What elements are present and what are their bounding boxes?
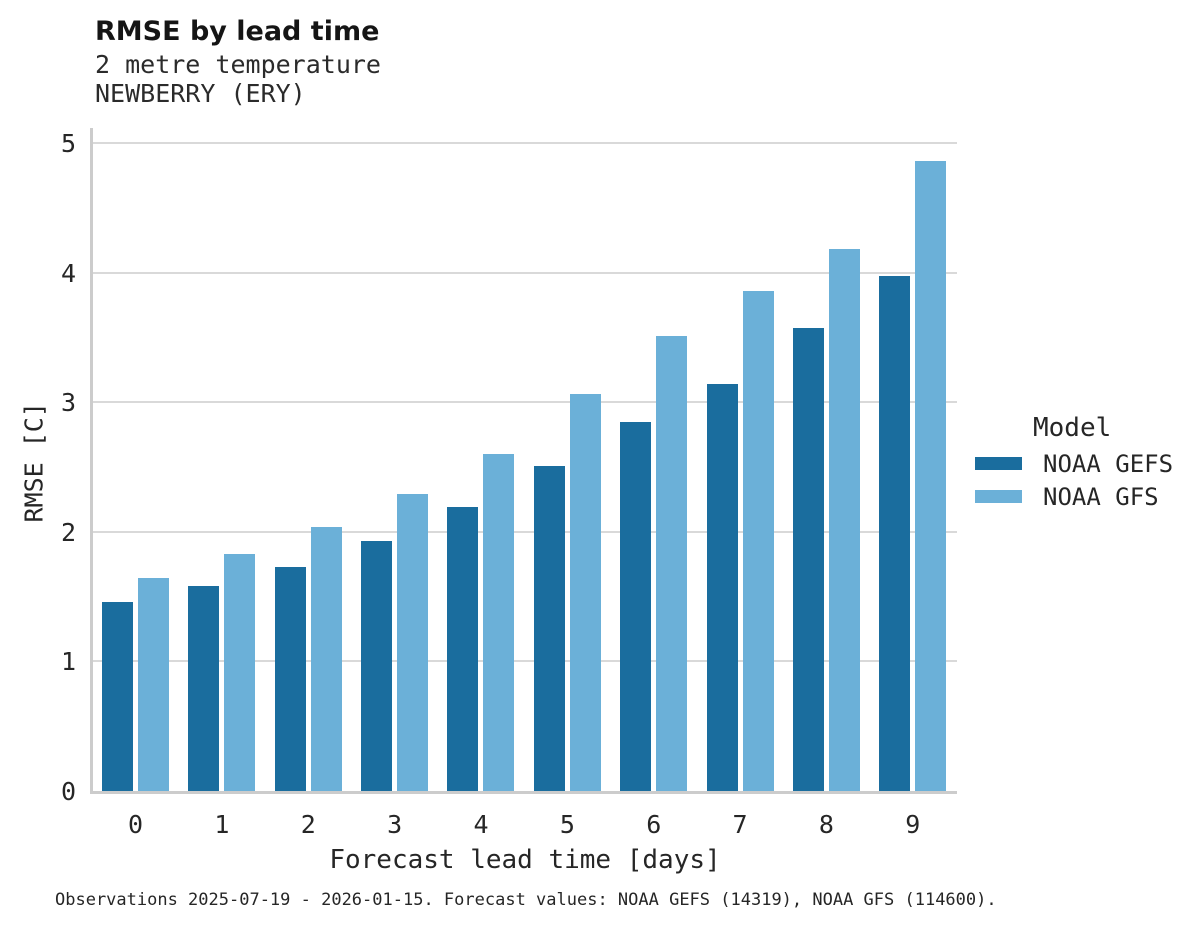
- bar-noaa-gfs-lead-1: [224, 553, 256, 791]
- x-tick-label-3: 3: [387, 810, 403, 839]
- x-axis-title: Forecast lead time [days]: [329, 845, 721, 875]
- legend-label: NOAA GFS: [1043, 482, 1159, 511]
- legend-entry-noaa-gefs: NOAA GEFS: [975, 452, 1173, 476]
- y-tick-label-2: 2: [60, 517, 76, 547]
- bar-noaa-gefs-lead-0: [102, 601, 133, 791]
- y-tick-label-5: 5: [60, 129, 76, 158]
- bar-noaa-gefs-lead-8: [792, 328, 824, 791]
- bar-noaa-gefs-lead-5: [533, 465, 565, 791]
- bar-noaa-gfs-lead-6: [656, 336, 688, 791]
- bar-noaa-gfs-lead-2: [310, 526, 342, 791]
- bar-noaa-gfs-lead-4: [483, 454, 515, 791]
- bar-noaa-gefs-lead-1: [188, 586, 220, 791]
- legend: Model NOAA GEFS NOAA GFS: [975, 413, 1173, 523]
- bar-noaa-gefs-lead-7: [706, 384, 738, 791]
- y-tick-label-0: 0: [60, 777, 76, 806]
- x-tick-label-7: 7: [732, 810, 748, 839]
- bar-noaa-gfs-lead-3: [397, 494, 429, 791]
- legend-swatch-icon: [975, 490, 1022, 503]
- legend-swatch-icon: [975, 457, 1022, 470]
- legend-label: NOAA GEFS: [1043, 449, 1174, 478]
- bar-noaa-gefs-lead-6: [620, 421, 652, 791]
- y-tick-label-4: 4: [60, 258, 76, 288]
- y-axis-title: RMSE [C]: [19, 402, 49, 523]
- plot-area: [90, 128, 957, 794]
- footer-caption: Observations 2025-07-19 - 2026-01-15. Fo…: [55, 890, 997, 910]
- bar-noaa-gfs-lead-0: [138, 578, 169, 791]
- x-tick-label-4: 4: [473, 810, 489, 839]
- x-tick-label-0: 0: [127, 810, 144, 839]
- gridline-y-4: [93, 271, 957, 274]
- legend-entry-noaa-gfs: NOAA GFS: [975, 485, 1173, 509]
- gridline-y-5: [93, 142, 957, 144]
- x-tick-label-1: 1: [214, 810, 230, 839]
- legend-title: Model: [1033, 413, 1112, 443]
- gridline-y-3: [93, 401, 957, 404]
- y-tick-label-1: 1: [60, 647, 76, 677]
- x-tick-label-2: 2: [300, 810, 316, 839]
- y-axis-spine: [90, 128, 93, 794]
- gridline-y-2: [93, 530, 957, 533]
- x-axis-spine: [90, 791, 957, 794]
- chart-title: RMSE by lead time: [95, 16, 380, 47]
- x-tick-label-5: 5: [559, 810, 575, 839]
- bar-noaa-gfs-lead-8: [828, 249, 860, 791]
- legend-entries: NOAA GEFS NOAA GFS: [975, 452, 1173, 509]
- bar-noaa-gefs-lead-2: [274, 566, 306, 791]
- chart-subtitle-station: NEWBERRY (ERY): [95, 79, 306, 108]
- bar-noaa-gfs-lead-7: [742, 290, 774, 791]
- bar-noaa-gefs-lead-3: [361, 540, 393, 791]
- bar-noaa-gefs-lead-4: [447, 507, 479, 791]
- x-tick-label-8: 8: [818, 810, 834, 839]
- gridline-y-1: [93, 660, 957, 663]
- x-tick-label-9: 9: [905, 810, 921, 839]
- bar-noaa-gfs-lead-9: [915, 161, 947, 791]
- bar-noaa-gefs-lead-9: [879, 276, 911, 791]
- x-tick-label-6: 6: [646, 810, 662, 839]
- chart-subtitle-variable: 2 metre temperature: [95, 50, 381, 79]
- y-tick-label-3: 3: [60, 388, 76, 418]
- bar-noaa-gfs-lead-5: [569, 394, 601, 791]
